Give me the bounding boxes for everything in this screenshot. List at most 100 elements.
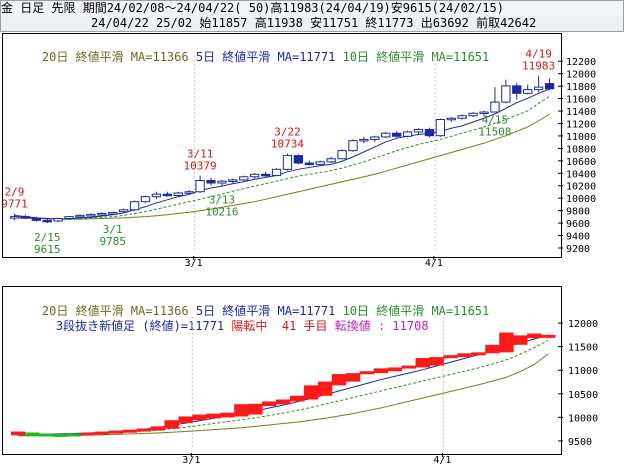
y-tick-label: 10500 [568,390,598,401]
candle-body [370,136,380,140]
instrument-label: 金 日足 先限 [1,1,83,15]
candle-body [239,176,249,181]
legend-ma5-bottom: 5日 終値平滑 MA=11771 [195,304,336,318]
new-value-brick [541,334,556,338]
ma5-line [17,334,549,436]
candle-body [228,179,238,182]
new-value-brick [192,414,207,421]
candle-body [348,140,358,152]
new-value-brick [66,433,82,437]
new-value-brick [24,432,40,437]
new-value-brick [443,355,458,359]
new-value-brick [94,431,110,435]
candle-body [119,209,129,213]
candle-body [479,111,489,115]
kagi-title: 3段抜き新値足 (終値)=11771 [55,319,225,333]
candle-body [315,161,325,165]
kagi-chart [11,317,556,449]
candle-body [392,132,402,137]
new-value-brick [108,430,124,434]
new-value-brick [387,367,403,372]
x-tick-label: 3/1 [185,258,203,269]
candle-body [490,101,500,113]
new-value-brick [331,374,347,386]
new-value-brick [178,416,193,424]
legend-ma5: 5日 終値平滑 MA=11771 [195,50,336,64]
candle-body [173,192,183,196]
ma10-line [14,95,550,220]
legend-ma10: 10日 終値平滑 MA=11651 [342,50,490,64]
candle-body [501,85,511,103]
new-value-brick [80,432,96,436]
new-value-brick [513,335,528,345]
candle-body [468,112,478,117]
annotation-date: 3/1 [103,223,123,236]
candle-body [402,131,413,137]
candle-body [64,216,74,219]
new-value-brick [415,358,430,368]
legend-ma10-bottom: 10日 終値平滑 MA=11651 [342,304,490,318]
candle-body [86,213,96,217]
candle-body [206,180,216,184]
candle-body [271,168,282,177]
new-value-brick [499,332,514,353]
candle-body [129,201,140,211]
ma5-line [14,88,550,220]
kagi-status: 陽転中 41 手目 [231,319,328,333]
candle-body [217,180,227,184]
candle-body [75,214,85,218]
new-value-brick [136,428,151,432]
new-value-brick [303,385,319,400]
new-value-brick [262,401,277,407]
new-value-brick [122,429,138,433]
y-tick-label: 12000 [568,319,598,330]
candle-body [381,132,391,138]
y-tick-label: 12000 [566,70,596,81]
annotation-value: 9785 [99,235,126,248]
new-value-brick [206,413,221,419]
new-value-brick [52,433,68,437]
legend-ma20-bottom: 20日 終値平滑 MA=11366 [41,304,189,318]
candle-body [151,193,162,198]
annotation-value: 9615 [34,243,61,256]
x-tick-label: 3/1 [182,455,200,466]
high-label: 高11983(24/04/19) [270,1,391,15]
x-tick-label: 4/1 [425,258,443,269]
ma-legend-top: 20日 終値平滑 MA=11366 5日 終値平滑 MA=11771 10日 終… [13,36,489,78]
kagi-panel: 20日 終値平滑 MA=11366 5日 終値平滑 MA=11771 10日 終… [2,286,562,455]
y-tick-label: 11200 [566,119,596,130]
candle-body [512,85,522,94]
annotation-date: 3/13 [209,194,236,207]
candle-body [337,150,347,160]
candle-body [250,173,260,178]
ohlc-bar: 24/04/22 25/02 始11857 高11938 安11751 終117… [0,16,624,32]
y-tick-label: 11400 [566,107,596,118]
annotation-date: 3/11 [187,148,214,161]
new-value-brick [527,333,542,339]
candle-body [523,89,533,94]
annotation-date: 4/15 [482,113,509,126]
title-bar: 金 日足 先限 期間24/02/08～24/04/22( 50)高11983(2… [0,0,624,17]
annotation-date: 4/19 [525,48,552,61]
new-value-brick [220,412,235,418]
new-value-brick [234,404,249,417]
candle-body [9,216,20,219]
annotation-value: 10216 [205,206,238,219]
new-value-brick [401,365,417,369]
ma20-line [17,353,549,437]
candle-body [544,83,555,90]
y-tick-label: 9500 [568,437,592,448]
y-tick-label: 10400 [566,169,596,180]
candle-body [195,180,205,193]
new-value-brick [373,368,389,374]
x-tick-label: 4/1 [433,455,451,466]
candle-body [282,155,293,170]
new-value-brick [248,403,263,415]
y-tick-label: 10200 [566,182,596,193]
candlestick-panel: 20日 終値平滑 MA=11366 5日 終値平滑 MA=11771 10日 終… [2,33,562,258]
new-value-brick [11,431,26,436]
annotation-value: 11983 [522,60,555,73]
candle-body [413,128,424,133]
candle-body [162,193,172,197]
